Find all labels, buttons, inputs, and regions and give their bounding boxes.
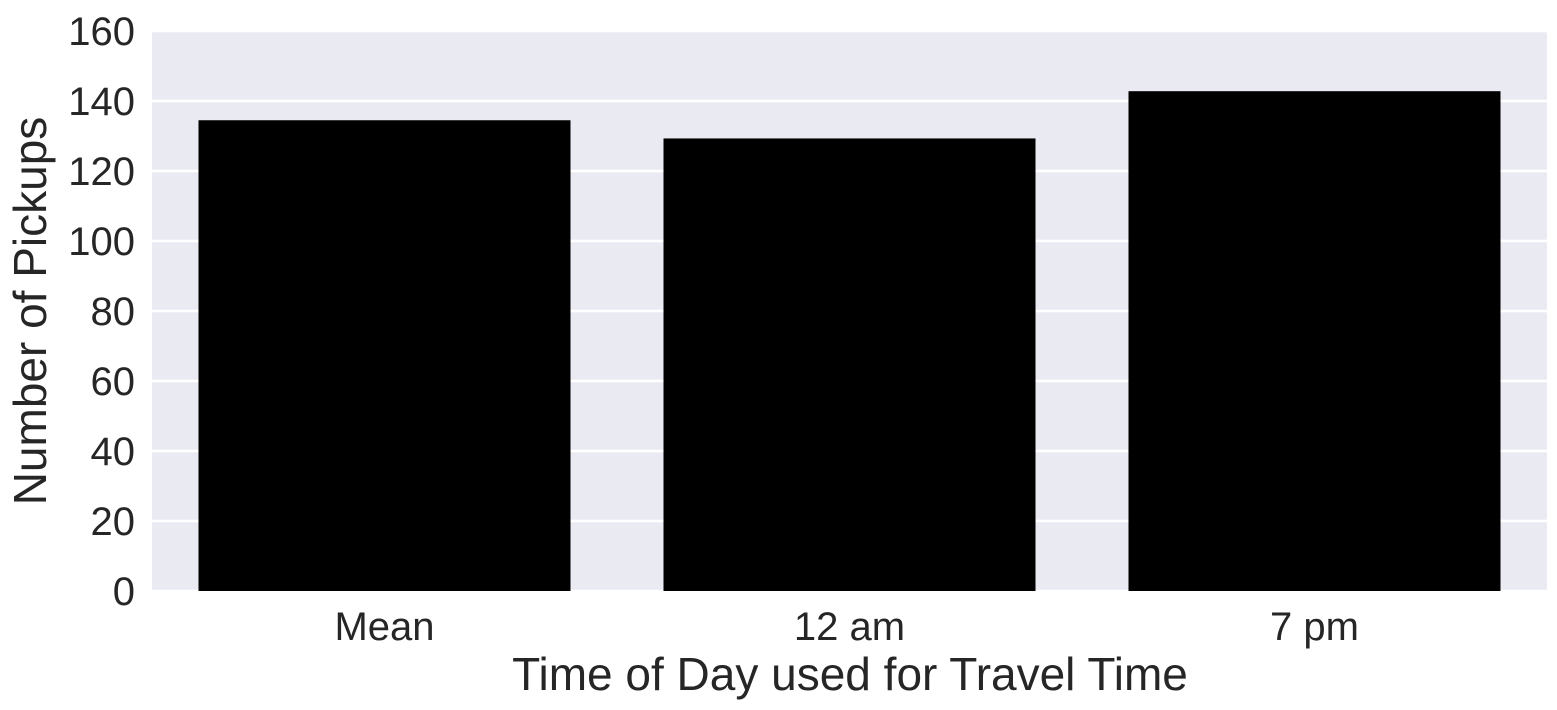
y-tick-labels: 0 20 40 60 80 100 120 140 160 bbox=[68, 10, 135, 614]
y-tick-label: 20 bbox=[91, 500, 136, 544]
y-tick-label: 120 bbox=[68, 150, 135, 194]
y-tick-label: 160 bbox=[68, 10, 135, 54]
y-tick-label: 80 bbox=[91, 290, 136, 334]
y-tick-label: 100 bbox=[68, 220, 135, 264]
y-axis-label: Number of Pickups bbox=[4, 117, 56, 506]
x-tick-label: 7 pm bbox=[1270, 605, 1359, 649]
y-tick-label: 0 bbox=[113, 570, 135, 614]
x-tick-labels: Mean 12 am 7 pm bbox=[334, 605, 1359, 649]
x-axis-label: Time of Day used for Travel Time bbox=[512, 648, 1188, 700]
bar-7-pm bbox=[1128, 91, 1501, 591]
bar-12-am bbox=[663, 138, 1036, 591]
x-tick-label: 12 am bbox=[794, 605, 905, 649]
y-tick-label: 60 bbox=[91, 360, 136, 404]
bar-mean bbox=[198, 120, 571, 591]
y-tick-label: 140 bbox=[68, 80, 135, 124]
bars bbox=[198, 91, 1501, 591]
x-tick-label: Mean bbox=[334, 605, 434, 649]
y-tick-label: 40 bbox=[91, 430, 136, 474]
